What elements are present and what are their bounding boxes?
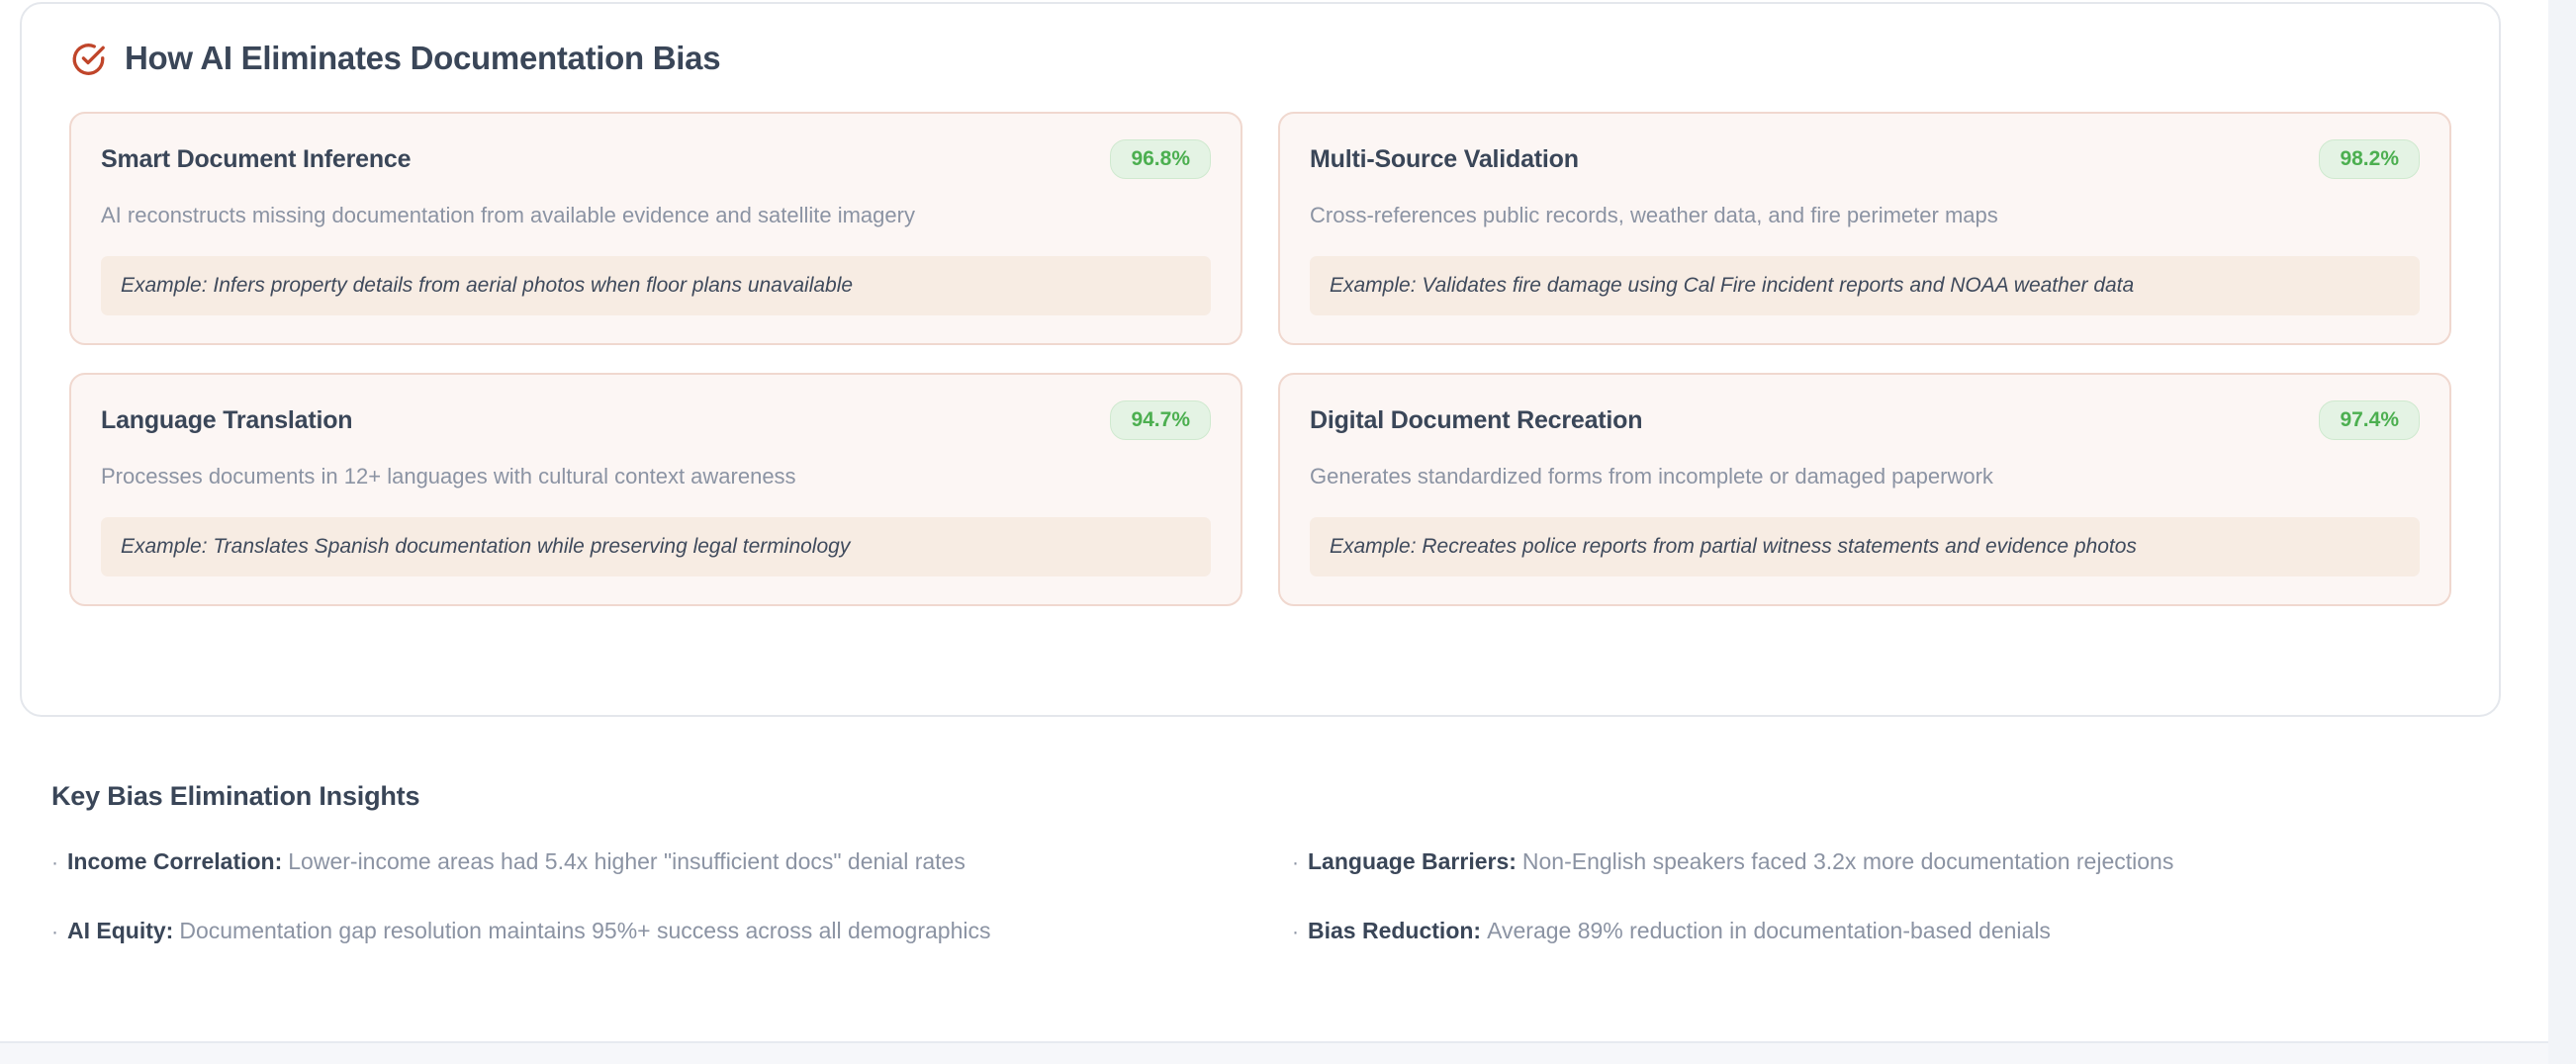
card-example: Example: Infers property details from ae… (101, 255, 1211, 316)
card-description: AI reconstructs missing documentation fr… (101, 203, 915, 228)
card-description: Processes documents in 12+ languages wit… (101, 464, 796, 489)
bullet-icon: · (51, 920, 58, 943)
panel-header: How AI Eliminates Documentation Bias (22, 4, 2499, 78)
card-description: Cross-references public records, weather… (1310, 203, 1998, 228)
accuracy-badge: 96.8% (1110, 139, 1211, 180)
circle-check-icon (72, 44, 105, 75)
card-description: Generates standardized forms from incomp… (1310, 464, 1993, 489)
insights-grid: · Income Correlation: Lower-income areas … (51, 847, 2497, 946)
card-example: Example: Recreates police reports from p… (1310, 516, 2420, 577)
insight-item-income-correlation: · Income Correlation: Lower-income areas … (51, 847, 1256, 877)
vertical-scrollbar[interactable] (2548, 0, 2576, 1064)
feature-cards-grid: Smart Document Inference 96.8% AI recons… (22, 78, 2499, 607)
card-title: Digital Document Recreation (1310, 406, 1643, 435)
key-insights-section: Key Bias Elimination Insights · Income C… (0, 781, 2548, 946)
card-header: Language Translation 94.7% (101, 400, 1211, 441)
accuracy-badge: 94.7% (1110, 400, 1211, 441)
feature-card-smart-document-inference[interactable]: Smart Document Inference 96.8% AI recons… (69, 112, 1242, 346)
accuracy-badge: 97.4% (2319, 400, 2420, 441)
insight-text: Average 89% reduction in documentation-b… (1487, 917, 2051, 943)
card-example: Example: Validates fire damage using Cal… (1310, 255, 2420, 316)
feature-card-multi-source-validation[interactable]: Multi-Source Validation 98.2% Cross-refe… (1278, 112, 2451, 346)
bottom-divider (0, 1041, 2548, 1043)
insight-item-language-barriers: · Language Barriers: Non-English speakers… (1292, 847, 2497, 877)
insight-text: Non-English speakers faced 3.2x more doc… (1521, 848, 2174, 874)
insight-label: Bias Reduction: (1308, 917, 1482, 943)
card-title: Smart Document Inference (101, 145, 412, 174)
insight-text: Lower-income areas had 5.4x higher "insu… (288, 848, 966, 874)
bottom-strip (0, 1043, 2548, 1064)
insight-label: AI Equity: (67, 917, 174, 943)
card-header: Multi-Source Validation 98.2% (1310, 139, 2420, 180)
insight-item-bias-reduction: · Bias Reduction: Average 89% reduction i… (1292, 917, 2497, 946)
insight-label: Income Correlation: (67, 848, 283, 874)
bullet-icon: · (51, 851, 58, 874)
bullet-icon: · (1292, 851, 1299, 874)
card-header: Smart Document Inference 96.8% (101, 139, 1211, 180)
insight-text: Documentation gap resolution maintains 9… (179, 917, 991, 943)
insights-title: Key Bias Elimination Insights (51, 781, 420, 811)
feature-card-digital-document-recreation[interactable]: Digital Document Recreation 97.4% Genera… (1278, 373, 2451, 607)
card-title: Language Translation (101, 406, 353, 435)
insight-item-ai-equity: · AI Equity: Documentation gap resolution… (51, 917, 1256, 946)
insight-label: Language Barriers: (1308, 848, 1517, 874)
card-header: Digital Document Recreation 97.4% (1310, 400, 2420, 441)
card-example: Example: Translates Spanish documentatio… (101, 516, 1211, 577)
feature-card-language-translation[interactable]: Language Translation 94.7% Processes doc… (69, 373, 1242, 607)
accuracy-badge: 98.2% (2319, 139, 2420, 180)
bullet-icon: · (1292, 920, 1299, 943)
page-title: How AI Eliminates Documentation Bias (125, 39, 721, 76)
documentation-bias-panel: How AI Eliminates Documentation Bias Sma… (20, 2, 2501, 717)
card-title: Multi-Source Validation (1310, 145, 1579, 174)
